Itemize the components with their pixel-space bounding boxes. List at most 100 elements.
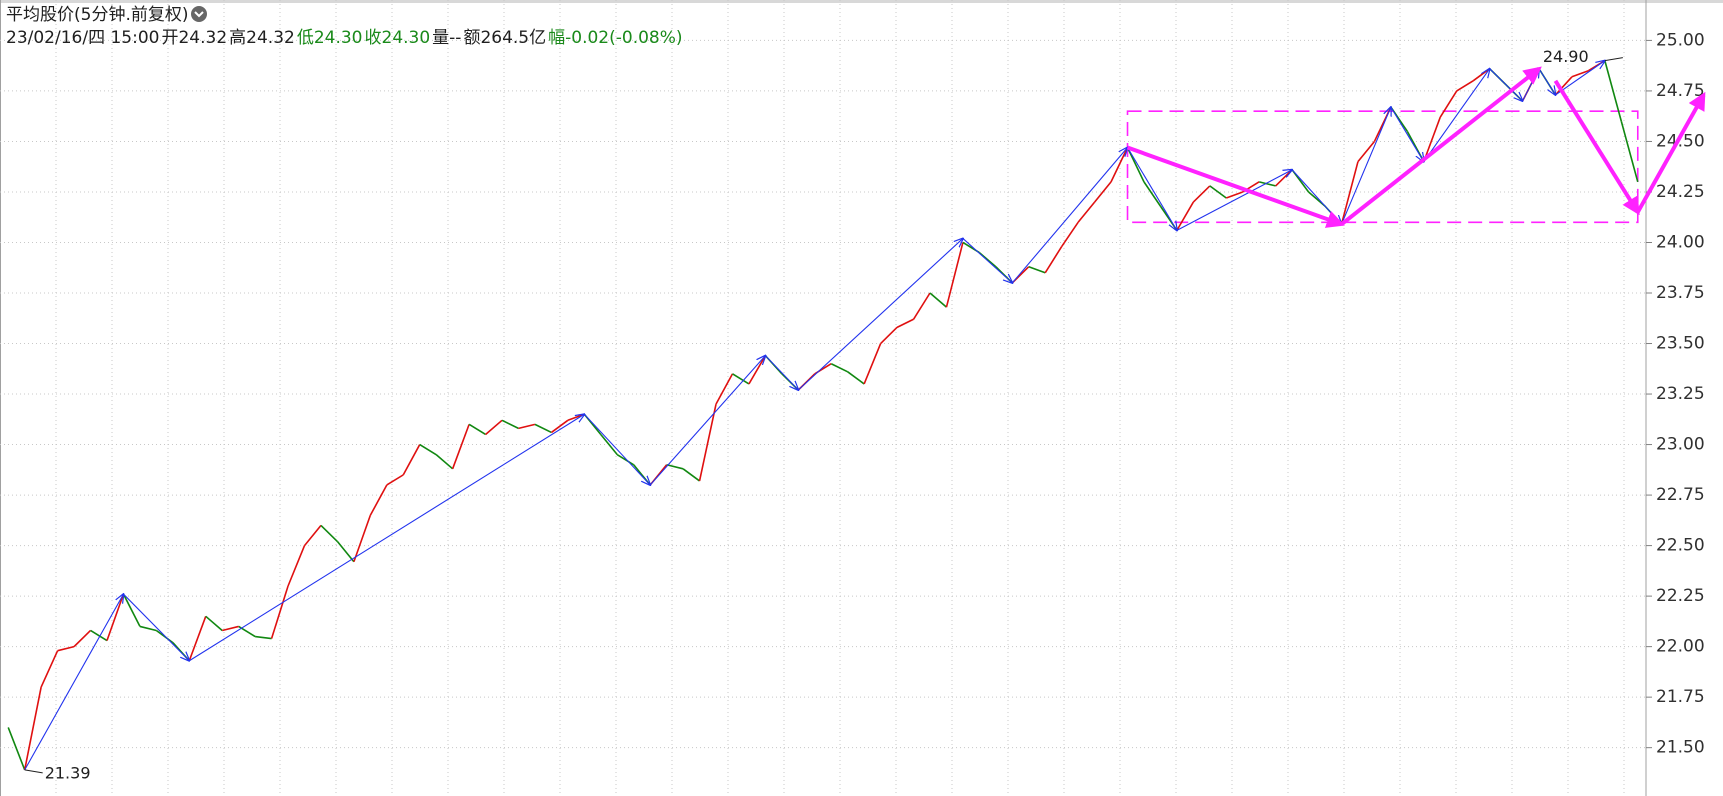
price-segment <box>270 585 289 639</box>
vertical-grid <box>55 0 1625 796</box>
price-segment <box>1209 185 1227 199</box>
price-segment <box>73 629 92 648</box>
price-segment <box>1554 76 1573 96</box>
price-segment <box>1176 201 1195 231</box>
price-segment <box>320 524 338 543</box>
price-segment <box>666 463 684 470</box>
price-segment <box>501 419 519 430</box>
header: 平均股价(5分钟.前复权) 23/02/16/四 15:00 开24.32 高24.… <box>6 4 685 50</box>
price-segment <box>1571 69 1589 78</box>
price-segment <box>485 419 503 436</box>
price-segment <box>534 423 552 434</box>
price-segment <box>188 616 207 662</box>
annotation-label: 24.90 <box>1543 47 1589 66</box>
y-tick-label: 25.00 <box>1656 30 1705 50</box>
zigzag-segment <box>1489 68 1523 101</box>
y-tick-label: 23.75 <box>1656 283 1705 303</box>
y-tick-label: 24.75 <box>1656 81 1705 101</box>
y-tick-label: 23.50 <box>1656 334 1705 354</box>
price-segment <box>40 650 59 688</box>
price-segment <box>698 403 717 482</box>
price-segment <box>402 444 421 476</box>
annotation-leader <box>1604 57 1623 62</box>
price-segment <box>1439 90 1458 118</box>
price-segment <box>847 371 865 385</box>
price-segment <box>1061 221 1079 247</box>
zigzag-segment <box>1011 148 1127 284</box>
price-segment <box>287 545 306 587</box>
zigzag-segment <box>1340 107 1390 225</box>
header-info-row: 23/02/16/四 15:00 开24.32 高24.32 低24.30 收24.30… <box>6 27 685 50</box>
info-item: 23/02/16/四 15:00 <box>6 28 160 48</box>
price-segment <box>386 474 404 486</box>
price-segment <box>1225 191 1244 199</box>
zigzag-segment <box>583 413 650 485</box>
price-segment <box>1044 246 1063 274</box>
zigzag-segment <box>1555 61 1604 96</box>
zigzag-segment <box>962 238 1012 282</box>
info-item: 高24.32 <box>229 28 295 48</box>
zigzag-segment <box>1423 69 1490 162</box>
price-segment <box>122 593 141 627</box>
price-segment <box>255 635 272 640</box>
price-segment <box>90 629 108 642</box>
info-item: 低24.30 <box>296 28 363 48</box>
zigzag-segment <box>1176 170 1292 231</box>
price-segment <box>419 443 437 456</box>
info-item: 收24.30 <box>364 28 431 48</box>
top-strip <box>0 0 1723 3</box>
zigzag-segment <box>764 355 798 390</box>
trend-arrow <box>1340 66 1542 226</box>
price-segment <box>518 423 536 430</box>
price-segment <box>1456 80 1474 92</box>
info-item: 幅-0.02(-0.08%) <box>548 28 683 48</box>
price-segment <box>682 468 701 482</box>
price-segment <box>1423 116 1442 162</box>
info-item: 开24.32 <box>161 28 228 48</box>
zigzag-segment <box>24 594 124 771</box>
y-tick-label: 23.25 <box>1656 384 1705 404</box>
price-segment <box>353 515 372 563</box>
header-title-row: 平均股价(5分钟.前复权) <box>6 4 685 27</box>
y-tick-label: 22.25 <box>1656 586 1705 606</box>
price-segment <box>468 423 486 436</box>
price-segment <box>435 454 454 470</box>
price-segment <box>945 242 964 308</box>
y-tick-label: 22.50 <box>1656 536 1705 556</box>
price-segment <box>912 292 931 320</box>
dropdown-icon[interactable] <box>190 5 208 23</box>
price-segment <box>978 251 997 268</box>
price-segment <box>205 615 223 632</box>
y-tick-label: 22.00 <box>1656 637 1705 657</box>
y-tick-label: 21.50 <box>1656 738 1705 758</box>
zigzag-segment <box>797 238 963 391</box>
price-segment <box>550 419 569 434</box>
zigzag-segment <box>188 414 584 662</box>
price-segment <box>1077 201 1096 223</box>
annotation-label: 21.39 <box>45 763 91 782</box>
trend-arrow <box>1553 79 1640 216</box>
chart-title: 平均股价(5分钟.前复权) <box>6 5 189 25</box>
price-segment <box>1143 181 1162 207</box>
price-segment <box>1258 181 1276 187</box>
zigzag-segment <box>1390 106 1424 162</box>
trend-arrow <box>1126 145 1345 228</box>
price-segment <box>57 645 75 652</box>
price-segment <box>1028 265 1046 274</box>
zigzag-segment <box>649 356 765 486</box>
info-item: 额264.5亿 <box>463 28 547 48</box>
price-segment <box>896 318 914 329</box>
trend-arrow <box>1636 91 1706 214</box>
price-segment <box>1192 185 1211 203</box>
price-segment <box>369 484 388 516</box>
range-box <box>1126 110 1639 224</box>
y-tick-label: 24.50 <box>1656 131 1705 151</box>
price-segment <box>7 727 26 771</box>
price-segment <box>616 453 635 466</box>
price-segment <box>880 326 898 345</box>
y-tick-label: 23.00 <box>1656 435 1705 455</box>
price-segment <box>863 343 882 385</box>
plot-layer: 21.50 21.75 22.00 22.25 22.50 22.75 23.00 23.25… <box>0 30 1706 782</box>
y-tick-label: 22.75 <box>1656 485 1705 505</box>
